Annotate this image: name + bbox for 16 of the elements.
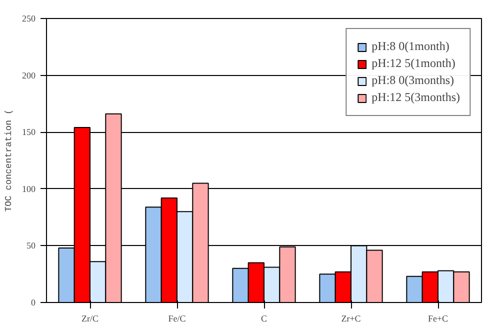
legend-label: pH:12 5(3months) (372, 90, 460, 105)
x-tick-label: Zr+C (341, 314, 361, 324)
x-tick-label: Zr/C (82, 314, 98, 324)
y-tick-label: 200 (22, 70, 36, 80)
y-tick-label: 0 (31, 298, 36, 308)
legend-label: pH:8 0(3months) (372, 73, 454, 88)
y-axis-title: TOC concentration ( (4, 109, 14, 212)
y-tick-label: 50 (26, 240, 36, 251)
y-tick-label: 250 (22, 14, 36, 24)
legend-label: pH:12 5(1month) (372, 56, 456, 71)
x-tick-label: C (261, 314, 268, 324)
x-tick-label: Fe/C (168, 314, 186, 324)
legend-label: pH:8 0(1month) (372, 39, 450, 54)
y-tick-label: 150 (22, 127, 36, 138)
x-tick-label: Fe+C (428, 314, 448, 324)
y-tick-label: 100 (22, 184, 36, 194)
